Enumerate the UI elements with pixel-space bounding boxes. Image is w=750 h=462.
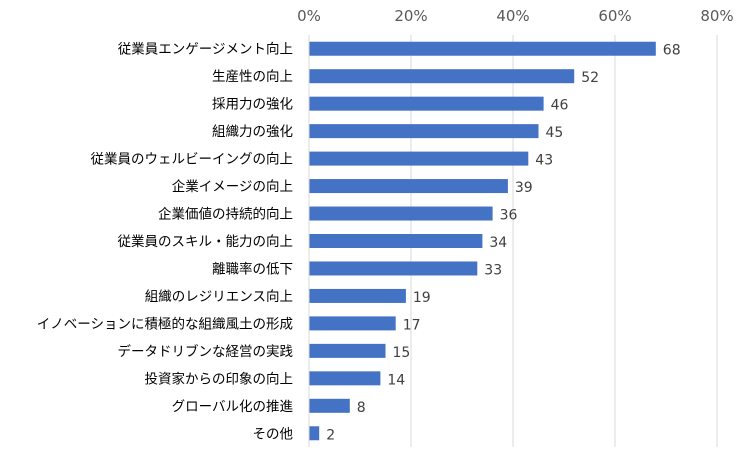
category-label: 企業イメージの向上 xyxy=(172,178,293,195)
data-label: 15 xyxy=(393,345,411,361)
bar xyxy=(309,179,508,194)
category-label: 生産性の向上 xyxy=(212,69,293,85)
data-label: 33 xyxy=(484,262,502,278)
data-label: 2 xyxy=(326,427,335,443)
category-label: 従業員のスキル・能力の向上 xyxy=(118,234,294,250)
category-label: その他 xyxy=(253,426,294,442)
bar xyxy=(309,41,656,56)
bar xyxy=(309,343,386,358)
bar xyxy=(309,206,493,221)
category-label: 離職率の低下 xyxy=(212,260,293,277)
data-label: 68 xyxy=(663,43,681,59)
category-label: 採用力の強化 xyxy=(212,97,293,113)
bar xyxy=(309,151,529,166)
data-label: 34 xyxy=(489,235,507,251)
data-label: 17 xyxy=(403,317,421,333)
bar xyxy=(309,124,539,139)
data-label: 52 xyxy=(581,70,599,86)
data-label: 46 xyxy=(551,98,569,114)
bar xyxy=(309,234,483,248)
category-label: 従業員のウェルビーイングの向上 xyxy=(91,152,294,168)
bar xyxy=(309,261,478,276)
category-label: 投資家からの印象の向上 xyxy=(145,370,294,387)
bar xyxy=(309,69,575,84)
data-label: 19 xyxy=(413,290,431,306)
category-label: グローバル化の推進 xyxy=(172,399,294,415)
category-label: 企業価値の持続的向上 xyxy=(158,206,293,223)
data-label: 14 xyxy=(387,372,405,388)
data-label: 45 xyxy=(546,125,564,141)
bar xyxy=(309,426,320,441)
x-tick-label: 20% xyxy=(394,7,427,25)
category-label: 従業員エンゲージメント向上 xyxy=(118,42,293,58)
x-tick-label: 60% xyxy=(598,7,631,25)
category-label: 組織力の強化 xyxy=(212,124,293,140)
bar xyxy=(309,96,544,111)
data-label: 43 xyxy=(535,153,553,169)
category-label: 組織のレジリエンス向上 xyxy=(145,289,293,305)
bar xyxy=(309,398,350,413)
data-label: 39 xyxy=(515,180,533,196)
bar xyxy=(309,316,396,331)
x-tick-label: 0% xyxy=(297,7,321,25)
x-tick-label: 40% xyxy=(496,7,529,25)
bar xyxy=(309,288,406,303)
bar xyxy=(309,371,381,386)
data-label: 36 xyxy=(500,208,518,224)
x-tick-label: 80% xyxy=(700,7,733,25)
category-label: データドリブンな経営の実践 xyxy=(118,343,294,360)
data-label: 8 xyxy=(357,400,366,416)
category-label: イノベーションに積極的な組織風土の形成 xyxy=(37,316,293,332)
